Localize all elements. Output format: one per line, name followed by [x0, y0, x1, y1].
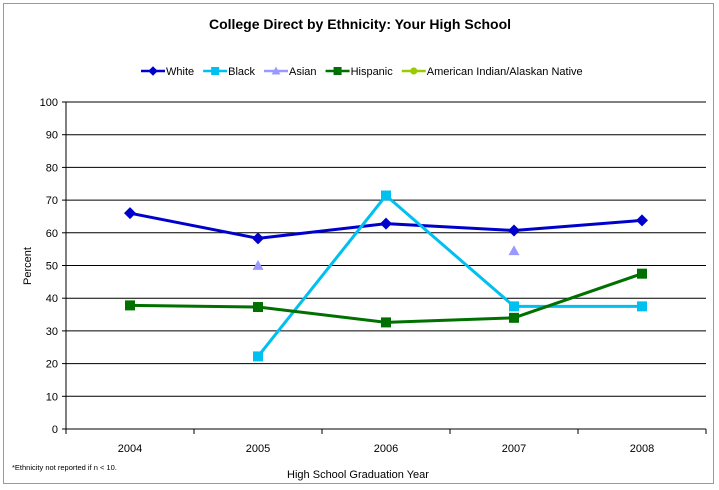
footnote: *Ethnicity not reported if n < 10. — [12, 463, 117, 472]
x-axis-label: High School Graduation Year — [287, 469, 429, 481]
legend-marker — [333, 67, 342, 75]
series-line-segment — [128, 211, 260, 240]
data-point — [637, 268, 647, 279]
chart-frame — [3, 3, 714, 484]
series-line-segment — [256, 194, 388, 358]
legend-label: American Indian/Alaskan Native — [427, 66, 583, 78]
series-line-segment — [512, 218, 644, 233]
gridlines — [66, 101, 706, 397]
legend: White Black Asian Hispanic American Indian/A… — [141, 66, 583, 78]
legend-item: Hispanic — [325, 66, 394, 78]
y-tick-label: 0 — [52, 424, 58, 436]
y-tick-label: 50 — [46, 261, 58, 273]
series-hispanic — [125, 268, 647, 328]
series-line-segment — [256, 222, 388, 240]
y-tick-label: 70 — [46, 195, 58, 207]
x-tick-label: 2007 — [502, 443, 526, 455]
data-point — [252, 232, 264, 245]
y-axis-label: Percent — [22, 247, 34, 285]
legend-item: American Indian/Alaskan Native — [401, 66, 583, 78]
legend-label: Black — [228, 66, 255, 78]
series-line-segment — [384, 222, 516, 233]
data-point — [125, 300, 135, 311]
series-line-segment — [512, 272, 644, 320]
data-point — [508, 245, 520, 256]
axes: 0 10 20 30 40 50 60 70 80 90 100 2004 2005 2006 2007 20… — [40, 97, 707, 455]
series-layer — [124, 190, 648, 362]
legend-item: White — [141, 66, 194, 78]
legend-label: Asian — [289, 66, 317, 78]
data-point — [252, 260, 264, 270]
legend-marker — [211, 67, 220, 75]
data-point — [381, 317, 391, 328]
series-black — [253, 190, 647, 362]
data-point — [253, 302, 263, 313]
x-tick-label: 2005 — [246, 443, 270, 455]
chart-title: College Direct by Ethnicity: Your High S… — [209, 16, 511, 32]
legend-label: Hispanic — [351, 66, 394, 78]
series-asian — [252, 245, 520, 270]
y-tick-label: 40 — [46, 293, 58, 305]
x-tick-label: 2004 — [118, 443, 142, 455]
data-point — [253, 351, 263, 362]
data-point — [636, 214, 648, 227]
x-tick-label: 2006 — [374, 443, 398, 455]
data-point — [124, 207, 136, 220]
y-tick-label: 100 — [40, 97, 58, 109]
y-tick-label: 80 — [46, 162, 58, 174]
series-white — [124, 207, 648, 245]
series-line-segment — [384, 316, 516, 324]
data-point — [380, 217, 392, 230]
legend-item: Asian — [264, 66, 317, 78]
series-line-segment — [384, 194, 516, 308]
legend-marker — [148, 66, 158, 76]
data-point — [509, 312, 519, 323]
y-tick-label: 60 — [46, 228, 58, 240]
series-line-segment — [128, 303, 260, 309]
series-line-segment — [256, 305, 388, 324]
legend-marker — [410, 67, 418, 75]
legend-label: White — [166, 66, 194, 78]
y-tick-label: 10 — [46, 391, 58, 403]
legend-item: Black — [203, 66, 256, 78]
y-tick-label: 90 — [46, 130, 58, 142]
data-point — [381, 190, 391, 201]
y-tick-label: 30 — [46, 326, 58, 338]
data-point — [508, 224, 520, 237]
x-tick-label: 2008 — [630, 443, 654, 455]
y-tick-label: 20 — [46, 359, 58, 371]
data-point — [637, 301, 647, 312]
legend-marker — [271, 66, 281, 75]
data-point — [509, 301, 519, 312]
